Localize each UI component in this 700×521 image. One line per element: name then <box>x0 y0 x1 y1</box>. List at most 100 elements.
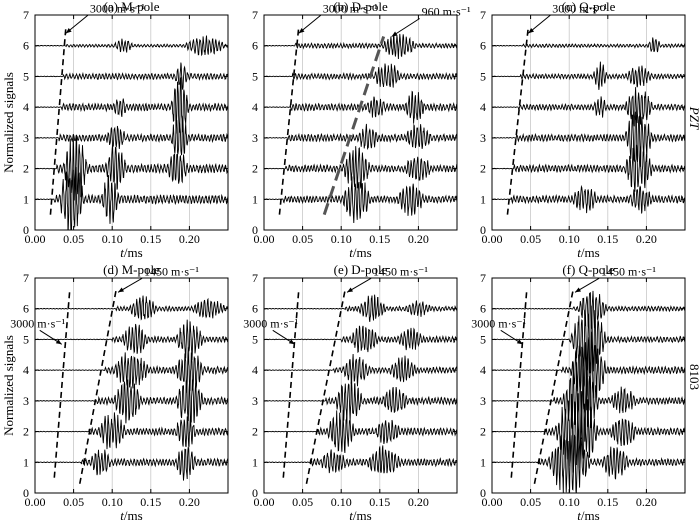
velocity-label: 3000 m·s⁻¹ <box>471 316 526 330</box>
side-label-pzt: PZT <box>687 106 700 130</box>
x-tick-label: 0.15 <box>140 232 161 246</box>
y-tick-label: 4 <box>252 100 258 114</box>
panel-4: 3000 m·s⁻¹ 1450 m·s⁻¹ 0.00 0.05 0.10 0.15 0.20… <box>1 262 229 521</box>
y-tick-label: 3 <box>23 394 29 408</box>
arrow-head-icon <box>65 27 72 34</box>
velocity-guide-line <box>49 27 67 215</box>
panel-6: 3000 m·s⁻¹ 1450 m·s⁻¹ 0.00 0.05 0.10 0.15 0.20… <box>471 262 686 521</box>
y-tick-label: 6 <box>23 39 29 53</box>
arrow-head-icon <box>298 27 305 34</box>
signal-trace <box>264 409 457 454</box>
y-tick-label: 0 <box>252 486 258 500</box>
x-tick-label: 0.00 <box>482 495 503 509</box>
x-tick-label: 0.15 <box>597 495 618 509</box>
panel-3: 3000 m·s⁻¹ 0.00 0.05 0.10 0.15 0.20 0 1 2 3 4 5 6 7 (c… <box>480 0 686 260</box>
signal-trace <box>35 35 228 57</box>
y-tick-label: 1 <box>23 455 29 469</box>
velocity-guide-line <box>506 27 530 215</box>
y-tick-label: 2 <box>23 425 29 439</box>
y-tick-label: 3 <box>252 394 258 408</box>
velocity-label: 3000 m·s⁻¹ <box>10 316 65 330</box>
panel-title: (b) D-pole <box>333 0 388 14</box>
signal-trace <box>492 61 685 90</box>
y-tick-label: 0 <box>252 223 258 237</box>
signal-trace <box>264 380 457 424</box>
velocity-label: 1450 m·s⁻¹ <box>144 264 199 278</box>
velocity-guide-line <box>322 36 386 216</box>
x-tick-label: 0.20 <box>408 495 429 509</box>
y-tick-label: 7 <box>480 271 486 285</box>
plot-frame <box>34 277 229 494</box>
x-tick-label: 0.10 <box>559 495 580 509</box>
velocity-guide-line <box>53 290 71 478</box>
panel-title: (e) D-pole <box>334 262 388 277</box>
y-tick-label: 0 <box>23 486 29 500</box>
panel-title: (d) M-pole <box>103 262 160 277</box>
y-tick-label: 5 <box>252 332 258 346</box>
plot-frame <box>34 14 229 231</box>
y-tick-label: 2 <box>252 162 258 176</box>
y-tick-label: 5 <box>23 69 29 83</box>
velocity-guide-line <box>278 27 300 215</box>
signal-trace <box>492 87 685 127</box>
signal-trace <box>264 33 457 60</box>
x-tick-label: 0.20 <box>408 232 429 246</box>
x-tick-label: 0.10 <box>331 495 352 509</box>
y-tick-label: 3 <box>23 131 29 145</box>
y-tick-label: 7 <box>252 8 258 22</box>
y-tick-label: 6 <box>23 302 29 316</box>
arrow-head-icon <box>391 31 398 37</box>
x-tick-label: 0.05 <box>520 232 541 246</box>
plot-frame <box>491 277 686 494</box>
y-tick-label: 1 <box>480 455 486 469</box>
y-axis-label: Normalized signals <box>1 72 16 173</box>
y-tick-label: 4 <box>23 363 29 377</box>
y-tick-label: 5 <box>480 332 486 346</box>
signal-trace <box>492 391 685 473</box>
x-tick-label: 0.05 <box>63 232 84 246</box>
y-tick-label: 0 <box>480 223 486 237</box>
signal-trace <box>35 295 228 321</box>
signal-trace <box>35 412 228 450</box>
signal-trace <box>492 111 685 167</box>
signal-trace <box>35 319 228 361</box>
arrow-head-icon <box>516 339 523 345</box>
x-tick-label: 0.15 <box>369 495 390 509</box>
velocity-label: 3000 m·s⁻¹ <box>323 1 378 15</box>
y-tick-label: 4 <box>480 100 486 114</box>
velocity-label: 1450 m·s⁻¹ <box>373 264 428 278</box>
y-tick-label: 1 <box>480 192 486 206</box>
x-tick-label: 0.05 <box>292 232 313 246</box>
y-tick-label: 3 <box>480 394 486 408</box>
x-tick-label: 0.10 <box>331 232 352 246</box>
x-axis-label: t/ms <box>349 245 371 260</box>
velocity-guide-line <box>510 290 528 478</box>
signal-trace <box>35 167 228 230</box>
panel-2: 3000 m·s⁻¹ 960 m·s⁻¹ 0.00 0.05 0.10 0.15 0.20 0… <box>252 0 471 260</box>
signal-trace <box>35 62 228 90</box>
y-tick-label: 6 <box>480 39 486 53</box>
y-tick-label: 2 <box>480 425 486 439</box>
x-tick-label: 0.20 <box>179 232 200 246</box>
annotation-arrow <box>391 18 420 37</box>
x-tick-label: 0.10 <box>102 495 123 509</box>
x-tick-label: 0.20 <box>636 232 657 246</box>
arrow-head-icon <box>528 27 535 34</box>
signal-trace <box>35 446 228 481</box>
signal-trace <box>492 331 685 411</box>
signal-trace <box>264 325 457 353</box>
signal-trace <box>35 379 228 424</box>
velocity-label: 3000 m·s⁻¹ <box>243 316 298 330</box>
x-axis-label: t/ms <box>577 508 599 521</box>
signal-trace <box>35 346 228 393</box>
panel-title: (f) Q-pole <box>562 262 615 277</box>
y-tick-label: 2 <box>480 162 486 176</box>
signal-trace <box>264 294 457 322</box>
y-tick-label: 4 <box>23 100 29 114</box>
y-tick-label: 6 <box>252 39 258 53</box>
side-label-8103: 8103 <box>687 364 700 390</box>
y-tick-label: 6 <box>480 302 486 316</box>
x-tick-label: 0.15 <box>597 232 618 246</box>
x-tick-label: 0.05 <box>520 495 541 509</box>
